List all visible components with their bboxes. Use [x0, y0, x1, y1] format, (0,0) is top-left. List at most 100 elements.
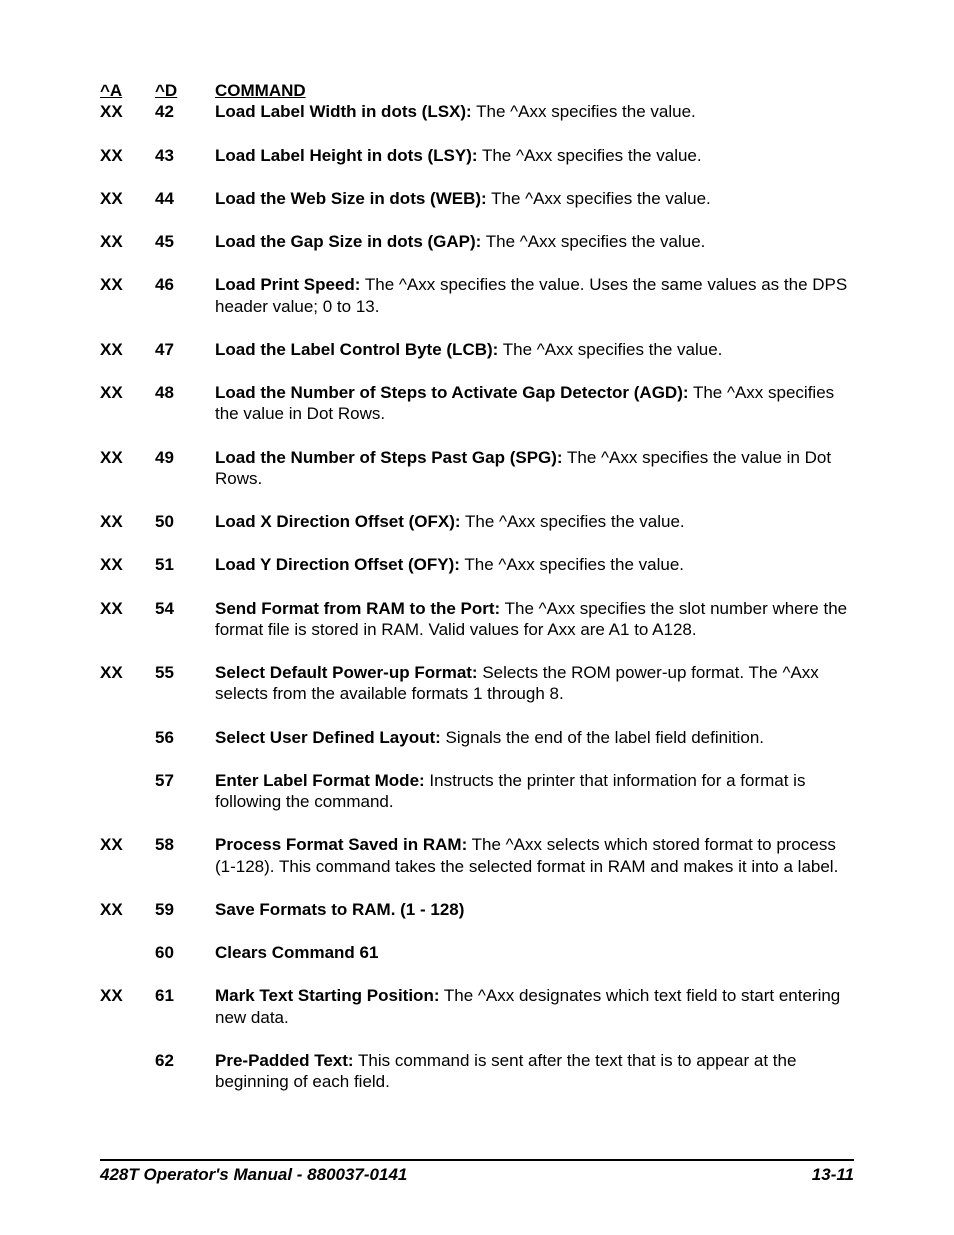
- table-row: XX 59 Save Formats to RAM. (1 - 128): [100, 899, 854, 920]
- cmd-desc: Signals the end of the label field defin…: [441, 728, 764, 747]
- cmd-desc: The ^Axx specifies the value.: [472, 102, 696, 121]
- footer-right: 13-11: [812, 1165, 854, 1185]
- cell-command: Pre-Padded Text: This command is sent af…: [215, 1050, 854, 1093]
- cell-a: [100, 1050, 155, 1093]
- cmd-title: Load Print Speed:: [215, 275, 360, 294]
- cell-command: Load Y Direction Offset (OFY): The ^Axx …: [215, 554, 854, 575]
- table-row: 57 Enter Label Format Mode: Instructs th…: [100, 770, 854, 813]
- table-row: XX 54 Send Format from RAM to the Port: …: [100, 598, 854, 641]
- cell-a: XX: [100, 145, 155, 166]
- cell-a: XX: [100, 985, 155, 1028]
- cmd-title: Process Format Saved in RAM:: [215, 835, 467, 854]
- cell-command: Process Format Saved in RAM: The ^Axx se…: [215, 834, 854, 877]
- cell-command: Send Format from RAM to the Port: The ^A…: [215, 598, 854, 641]
- cell-a: XX: [100, 231, 155, 252]
- cell-a: XX: [100, 511, 155, 532]
- cell-a: XX: [100, 662, 155, 705]
- table-row: XX 47 Load the Label Control Byte (LCB):…: [100, 339, 854, 360]
- cell-a: [100, 942, 155, 963]
- cell-command: Load the Gap Size in dots (GAP): The ^Ax…: [215, 231, 854, 252]
- cell-d: 42: [155, 101, 215, 122]
- cell-a: XX: [100, 447, 155, 490]
- table-row: XX 44 Load the Web Size in dots (WEB): T…: [100, 188, 854, 209]
- cmd-desc: The ^Axx specifies the value.: [460, 555, 684, 574]
- cell-d: 54: [155, 598, 215, 641]
- cell-d: 51: [155, 554, 215, 575]
- cell-a: XX: [100, 834, 155, 877]
- header-col-command: COMMAND: [215, 80, 854, 101]
- cell-a: XX: [100, 274, 155, 317]
- footer-line: 428T Operator's Manual - 880037-0141 13-…: [100, 1159, 854, 1185]
- cell-d: 58: [155, 834, 215, 877]
- cmd-title: Select Default Power-up Format:: [215, 663, 478, 682]
- cell-command: Load Print Speed: The ^Axx specifies the…: [215, 274, 854, 317]
- table-row: XX 50 Load X Direction Offset (OFX): The…: [100, 511, 854, 532]
- table-row: XX 45 Load the Gap Size in dots (GAP): T…: [100, 231, 854, 252]
- cmd-title: Load Label Height in dots (LSY):: [215, 146, 478, 165]
- page-footer: 428T Operator's Manual - 880037-0141 13-…: [100, 1159, 854, 1185]
- cell-d: 62: [155, 1050, 215, 1093]
- cell-a: [100, 770, 155, 813]
- cell-command: Mark Text Starting Position: The ^Axx de…: [215, 985, 854, 1028]
- table-row: XX 48 Load the Number of Steps to Activa…: [100, 382, 854, 425]
- command-table: ^A ^D COMMAND XX 42 Load Label Width in …: [100, 80, 854, 1092]
- cell-command: Load the Web Size in dots (WEB): The ^Ax…: [215, 188, 854, 209]
- cell-command: Select Default Power-up Format: Selects …: [215, 662, 854, 705]
- cmd-desc: The ^Axx specifies the value.: [487, 189, 711, 208]
- table-row: 62 Pre-Padded Text: This command is sent…: [100, 1050, 854, 1093]
- table-row: XX 51 Load Y Direction Offset (OFY): The…: [100, 554, 854, 575]
- cmd-title: Clears Command 61: [215, 943, 378, 962]
- cell-d: 45: [155, 231, 215, 252]
- cell-a: XX: [100, 554, 155, 575]
- cell-d: 59: [155, 899, 215, 920]
- cell-a: XX: [100, 188, 155, 209]
- cell-command: Load the Label Control Byte (LCB): The ^…: [215, 339, 854, 360]
- cmd-title: Load Label Width in dots (LSX):: [215, 102, 472, 121]
- cell-d: 44: [155, 188, 215, 209]
- table-row: XX 43 Load Label Height in dots (LSY): T…: [100, 145, 854, 166]
- cell-d: 49: [155, 447, 215, 490]
- cmd-title: Mark Text Starting Position:: [215, 986, 440, 1005]
- cmd-title: Load Y Direction Offset (OFY):: [215, 555, 460, 574]
- cell-command: Load Label Height in dots (LSY): The ^Ax…: [215, 145, 854, 166]
- cell-a: XX: [100, 598, 155, 641]
- cell-d: 47: [155, 339, 215, 360]
- table-row: 56 Select User Defined Layout: Signals t…: [100, 727, 854, 748]
- table-row: XX 46 Load Print Speed: The ^Axx specifi…: [100, 274, 854, 317]
- cmd-desc: The ^Axx specifies the value.: [498, 340, 722, 359]
- cmd-title: Pre-Padded Text:: [215, 1051, 354, 1070]
- table-header-row: ^A ^D COMMAND: [100, 80, 854, 101]
- table-row: XX 61 Mark Text Starting Position: The ^…: [100, 985, 854, 1028]
- header-col-a: ^A: [100, 80, 155, 101]
- header-col-d: ^D: [155, 80, 215, 101]
- cmd-desc: The ^Axx specifies the value.: [478, 146, 702, 165]
- cell-command: Select User Defined Layout: Signals the …: [215, 727, 854, 748]
- cmd-title: Load the Number of Steps Past Gap (SPG):: [215, 448, 563, 467]
- cell-d: 56: [155, 727, 215, 748]
- table-row: XX 55 Select Default Power-up Format: Se…: [100, 662, 854, 705]
- cell-command: Enter Label Format Mode: Instructs the p…: [215, 770, 854, 813]
- table-row: 60 Clears Command 61: [100, 942, 854, 963]
- cell-command: Load the Number of Steps to Activate Gap…: [215, 382, 854, 425]
- cmd-title: Load the Number of Steps to Activate Gap…: [215, 383, 689, 402]
- cmd-title: Save Formats to RAM. (1 - 128): [215, 900, 464, 919]
- cell-command: Clears Command 61: [215, 942, 854, 963]
- cell-a: XX: [100, 899, 155, 920]
- cmd-title: Load the Label Control Byte (LCB):: [215, 340, 498, 359]
- cell-a: XX: [100, 339, 155, 360]
- cmd-title: Select User Defined Layout:: [215, 728, 441, 747]
- cell-command: Load Label Width in dots (LSX): The ^Axx…: [215, 101, 854, 122]
- cell-d: 48: [155, 382, 215, 425]
- cmd-desc: The ^Axx specifies the value.: [481, 232, 705, 251]
- cell-d: 50: [155, 511, 215, 532]
- cmd-title: Send Format from RAM to the Port:: [215, 599, 500, 618]
- table-row: XX 58 Process Format Saved in RAM: The ^…: [100, 834, 854, 877]
- cell-d: 61: [155, 985, 215, 1028]
- cell-d: 46: [155, 274, 215, 317]
- cell-d: 60: [155, 942, 215, 963]
- cmd-title: Load X Direction Offset (OFX):: [215, 512, 461, 531]
- cmd-title: Enter Label Format Mode:: [215, 771, 425, 790]
- page: ^A ^D COMMAND XX 42 Load Label Width in …: [0, 0, 954, 1235]
- cell-command: Load X Direction Offset (OFX): The ^Axx …: [215, 511, 854, 532]
- cell-command: Save Formats to RAM. (1 - 128): [215, 899, 854, 920]
